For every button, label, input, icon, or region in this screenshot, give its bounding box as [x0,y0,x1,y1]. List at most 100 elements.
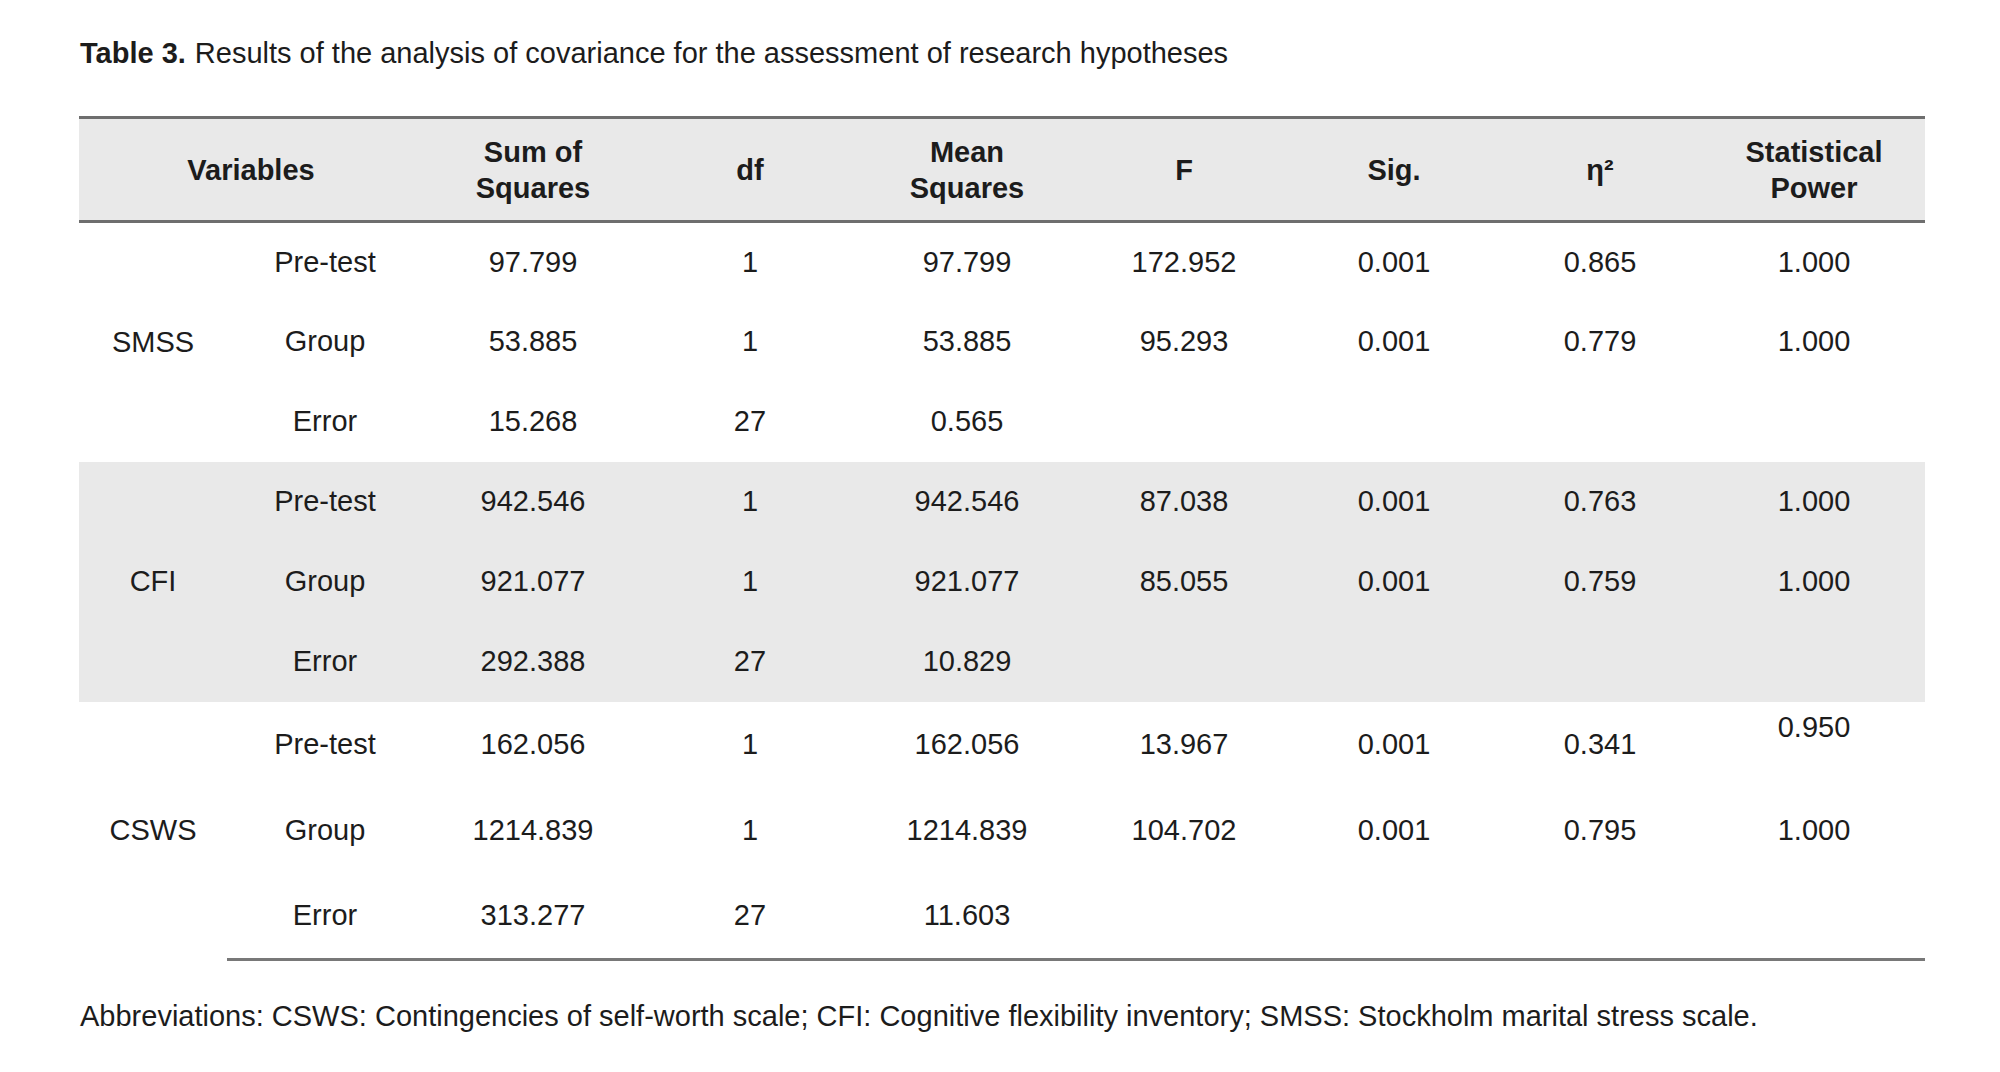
cell-power: 1.000 [1703,542,1925,622]
header-eta-squared: η² [1497,118,1703,222]
cell-variable-smss: SMSS [79,222,227,462]
cell-ss: 97.799 [423,222,643,302]
cell-source: Pre-test [227,462,423,542]
cell-eta: 0.779 [1497,302,1703,382]
cell-f [1077,874,1291,960]
cell-df: 1 [643,702,857,788]
cell-variable-csws: CSWS [79,702,227,960]
raised-power-value: 0.950 [1778,711,1851,744]
cell-power: 1.000 [1703,302,1925,382]
table-row-cfi-group: Group 921.077 1 921.077 85.055 0.001 0.7… [79,542,1925,622]
cell-f: 13.967 [1077,702,1291,788]
cell-ss: 313.277 [423,874,643,960]
cell-source: Error [227,874,423,960]
cell-df: 27 [643,874,857,960]
table-row-smss-pretest: SMSS Pre-test 97.799 1 97.799 172.952 0.… [79,222,1925,302]
header-statistical-power: Statistical Power [1703,118,1925,222]
cell-ms: 942.546 [857,462,1077,542]
table-caption-label: Table 3. [80,37,186,69]
cell-ms: 162.056 [857,702,1077,788]
cell-power: 1.000 [1703,788,1925,874]
cell-ms: 97.799 [857,222,1077,302]
cell-sig: 0.001 [1291,222,1497,302]
cell-sig [1291,874,1497,960]
table-caption-text: Results of the analysis of covariance fo… [195,37,1228,69]
cell-sig: 0.001 [1291,542,1497,622]
cell-f: 104.702 [1077,788,1291,874]
table-row-csws-pretest: CSWS Pre-test 162.056 1 162.056 13.967 0… [79,702,1925,788]
table-header: Variables Sum of Squares df Mean Squares… [79,118,1925,222]
paper-page: Table 3. Results of the analysis of covar… [0,0,2000,1072]
cell-f: 172.952 [1077,222,1291,302]
cell-sig [1291,622,1497,702]
cell-eta [1497,622,1703,702]
cell-ms: 11.603 [857,874,1077,960]
cell-power [1703,874,1925,960]
cell-ss: 15.268 [423,382,643,462]
cell-ms: 0.565 [857,382,1077,462]
cell-source: Pre-test [227,222,423,302]
cell-eta: 0.763 [1497,462,1703,542]
cell-sig: 0.001 [1291,462,1497,542]
cell-ss: 1214.839 [423,788,643,874]
abbreviations-note: Abbreviations: CSWS: Contingencies of se… [80,999,1758,1033]
cell-df: 1 [643,462,857,542]
cell-source: Pre-test [227,702,423,788]
table-header-row: Variables Sum of Squares df Mean Squares… [79,118,1925,222]
table-caption: Table 3. Results of the analysis of covar… [80,36,1228,70]
cell-df: 1 [643,788,857,874]
table-row-cfi-error: Error 292.388 27 10.829 [79,622,1925,702]
table-row-csws-error: Error 313.277 27 11.603 [79,874,1925,960]
cell-source: Error [227,622,423,702]
cell-power: 0.950 [1703,702,1925,788]
cell-ms: 10.829 [857,622,1077,702]
cell-power: 1.000 [1703,222,1925,302]
cell-df: 27 [643,622,857,702]
cell-ss: 162.056 [423,702,643,788]
cell-df: 1 [643,222,857,302]
cell-eta: 0.795 [1497,788,1703,874]
header-sig: Sig. [1291,118,1497,222]
cell-ms: 921.077 [857,542,1077,622]
table-body: SMSS Pre-test 97.799 1 97.799 172.952 0.… [79,222,1925,960]
cell-source: Group [227,542,423,622]
header-df: df [643,118,857,222]
cell-df: 27 [643,382,857,462]
cell-eta [1497,382,1703,462]
table-row-cfi-pretest: CFI Pre-test 942.546 1 942.546 87.038 0.… [79,462,1925,542]
header-f: F [1077,118,1291,222]
cell-source: Group [227,302,423,382]
cell-eta: 0.341 [1497,702,1703,788]
cell-df: 1 [643,302,857,382]
cell-sig: 0.001 [1291,702,1497,788]
cell-sig [1291,382,1497,462]
table-row-smss-error: Error 15.268 27 0.565 [79,382,1925,462]
header-sum-of-squares: Sum of Squares [423,118,643,222]
ancova-table: Variables Sum of Squares df Mean Squares… [79,116,1925,961]
table-row-csws-group: Group 1214.839 1 1214.839 104.702 0.001 … [79,788,1925,874]
cell-ss: 921.077 [423,542,643,622]
cell-power [1703,382,1925,462]
cell-ss: 942.546 [423,462,643,542]
cell-ms: 53.885 [857,302,1077,382]
cell-f: 95.293 [1077,302,1291,382]
cell-df: 1 [643,542,857,622]
cell-ms: 1214.839 [857,788,1077,874]
cell-f: 87.038 [1077,462,1291,542]
cell-source: Error [227,382,423,462]
cell-f: 85.055 [1077,542,1291,622]
cell-power: 1.000 [1703,462,1925,542]
cell-variable-cfi: CFI [79,462,227,702]
cell-eta: 0.759 [1497,542,1703,622]
cell-sig: 0.001 [1291,302,1497,382]
cell-f [1077,622,1291,702]
cell-ss: 292.388 [423,622,643,702]
cell-sig: 0.001 [1291,788,1497,874]
header-mean-squares: Mean Squares [857,118,1077,222]
cell-eta: 0.865 [1497,222,1703,302]
cell-eta [1497,874,1703,960]
table-row-smss-group: Group 53.885 1 53.885 95.293 0.001 0.779… [79,302,1925,382]
header-variables: Variables [79,118,423,222]
cell-ss: 53.885 [423,302,643,382]
cell-power [1703,622,1925,702]
